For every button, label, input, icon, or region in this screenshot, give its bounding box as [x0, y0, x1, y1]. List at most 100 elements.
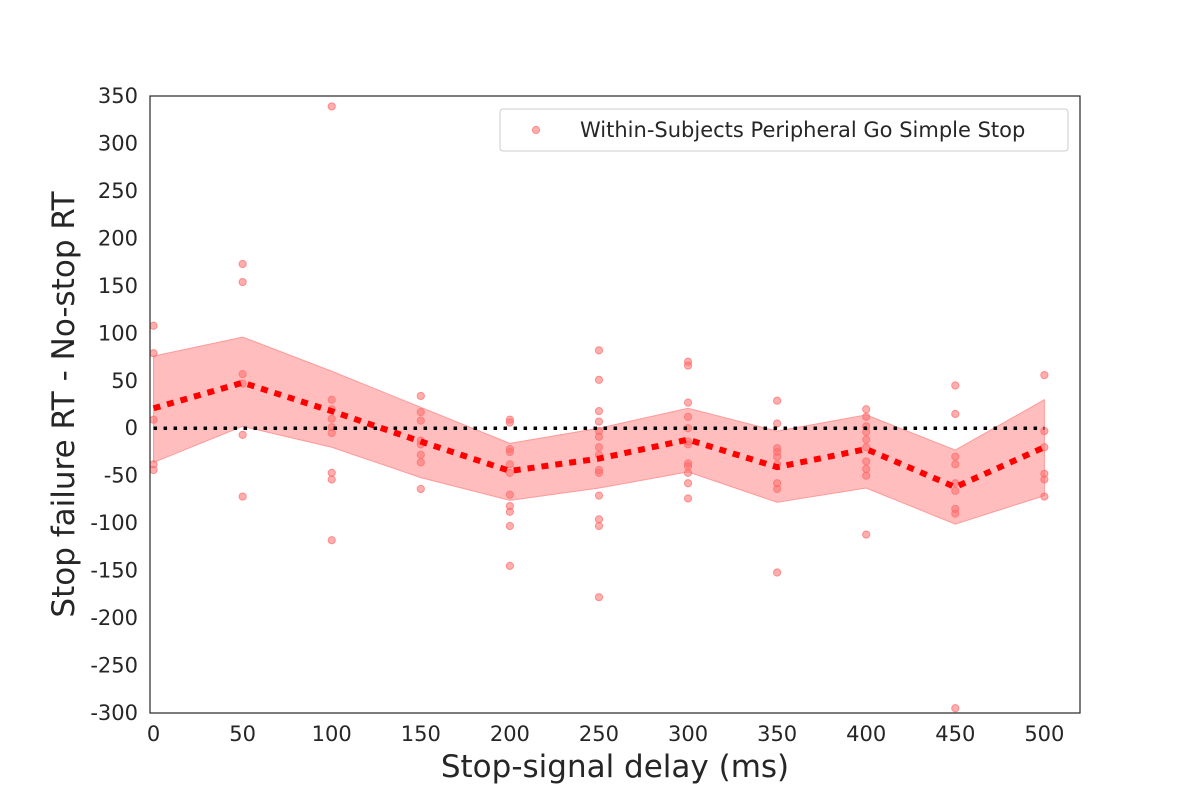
y-tick-label: 150 [98, 274, 138, 298]
y-tick-label: 250 [98, 179, 138, 203]
scatter-point [149, 465, 158, 475]
scatter-point [238, 259, 247, 269]
legend: Within-Subjects Peripheral Go Simple Sto… [499, 108, 1069, 152]
scatter-point [862, 457, 871, 466]
legend-box [499, 108, 1069, 152]
x-tick-label: 350 [757, 722, 797, 746]
scatter-point [683, 494, 693, 503]
scatter-point [327, 395, 336, 404]
scatter-point [594, 468, 604, 477]
y-axis-ticks: 350 300 250 200 150 100 50 0 -50 -100 -150 -200 -250… [90, 84, 138, 725]
scatter-point [1040, 492, 1049, 501]
scatter-point [594, 375, 604, 384]
scatter-point [862, 435, 871, 444]
scatter-point [594, 443, 604, 452]
scatter-point [238, 370, 247, 379]
scatter-point [505, 521, 514, 531]
scatter-point [683, 462, 693, 471]
x-axis-label: Stop-signal delay (ms) [441, 749, 789, 785]
scatter-point [951, 704, 960, 713]
x-tick-label: 100 [312, 722, 352, 746]
scatter-point [683, 412, 693, 421]
scatter-point [683, 468, 693, 477]
scatter-point [773, 452, 782, 461]
scatter-point [683, 361, 693, 370]
scatter-point [951, 409, 960, 419]
scatter-point [594, 515, 604, 524]
scatter-point [149, 415, 158, 424]
x-tick-label: 200 [490, 722, 530, 746]
scatter-point [416, 484, 425, 494]
y-axis-label: Stop failure RT - No-stop RT [46, 190, 82, 617]
scatter-point [862, 443, 871, 452]
scatter-point [594, 593, 604, 602]
x-tick-label: 500 [1024, 722, 1064, 746]
scatter-point [683, 398, 693, 407]
scatter-point [238, 277, 247, 287]
y-tick-label: 50 [111, 369, 138, 393]
scatter-point [773, 396, 782, 405]
scatter-point [862, 405, 871, 414]
scatter-point [416, 407, 425, 417]
scatter-point [505, 468, 514, 477]
scatter-point [862, 464, 871, 474]
scatter-point [327, 468, 336, 477]
x-tick-label: 0 [147, 722, 160, 746]
scatter-point [773, 484, 782, 494]
scatter-point [594, 521, 604, 531]
x-tick-label: 450 [935, 722, 975, 746]
y-tick-label: -300 [90, 701, 138, 725]
y-tick-label: -200 [90, 606, 138, 630]
scatter-point [327, 475, 336, 484]
scatter-point [951, 509, 960, 518]
scatter-point [683, 479, 693, 488]
x-tick-label: 150 [401, 722, 441, 746]
y-tick-label: 100 [98, 321, 138, 345]
y-tick-label: 300 [98, 131, 138, 155]
y-tick-label: -100 [90, 511, 138, 535]
y-tick-label: -250 [90, 654, 138, 678]
x-tick-label: 250 [579, 722, 619, 746]
scatter-point [327, 102, 336, 111]
scatter-point [505, 447, 514, 457]
scatter-point [862, 530, 871, 539]
scatter-point [951, 460, 960, 469]
scatter-point [951, 486, 960, 495]
scatter-point [505, 507, 514, 516]
y-tick-label: -50 [104, 464, 138, 488]
scatter-point [327, 428, 336, 438]
scatter-point [594, 407, 604, 416]
y-tick-label: 200 [98, 226, 138, 250]
scatter-point [773, 419, 782, 428]
scatter-point [416, 416, 425, 425]
plot-area-frame [149, 95, 1081, 714]
scatter-point [951, 452, 960, 461]
scatter-point [505, 561, 514, 570]
scatter-point [238, 492, 247, 501]
scatter-point [416, 458, 425, 467]
y-tick-label: 0 [125, 416, 138, 440]
x-tick-label: 400 [846, 722, 886, 746]
y-tick-label: -150 [90, 559, 138, 583]
scatter-point [149, 321, 158, 330]
scatter-point [327, 536, 336, 545]
scatter-point [594, 417, 604, 426]
scatter-point [1040, 370, 1049, 380]
scatter-point [505, 490, 514, 499]
x-axis-ticks: 0 50 100 150 200 250 300 350 400 450 500 [147, 722, 1065, 746]
scatter-point [416, 450, 425, 459]
scatter-point [862, 412, 871, 421]
scatter-point [862, 471, 871, 480]
scatter-point [327, 414, 336, 423]
scatter-point [594, 432, 604, 441]
scatter-point [594, 491, 604, 500]
scatter-point [238, 430, 247, 439]
legend-label: Within-Subjects Peripheral Go Simple Sto… [580, 118, 1025, 142]
legend-marker [531, 125, 541, 135]
scatter-point [505, 418, 514, 427]
scatter-points-layer [149, 102, 1049, 713]
x-tick-label: 50 [229, 722, 256, 746]
mean-line [152, 379, 1046, 491]
scatter-point [149, 349, 158, 358]
